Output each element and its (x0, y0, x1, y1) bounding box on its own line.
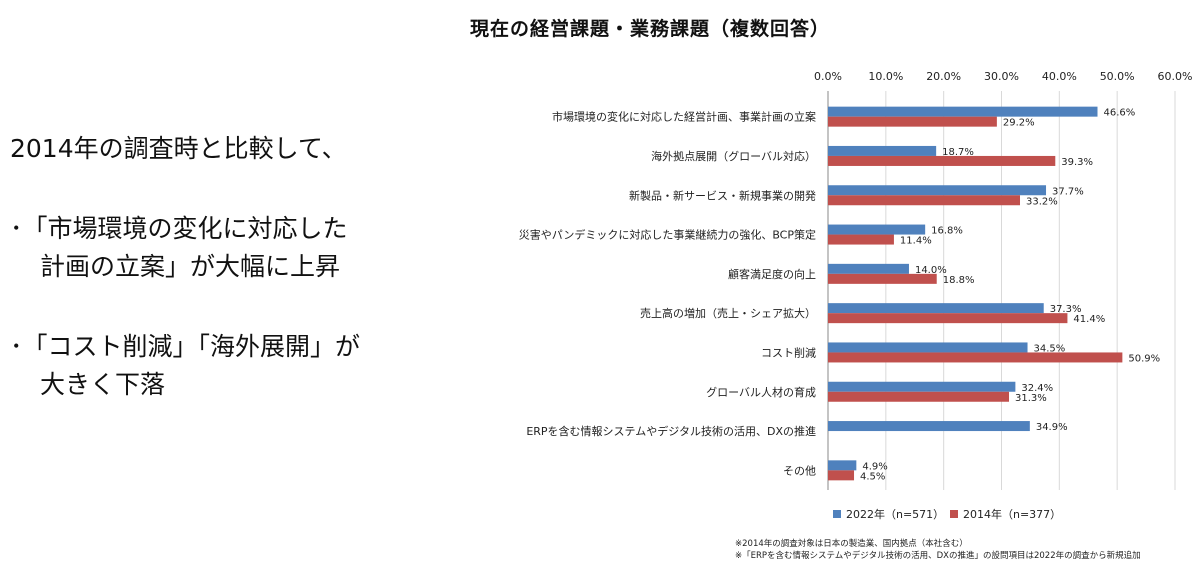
bar-2014 (828, 116, 997, 127)
bar-2014 (828, 470, 855, 481)
bar-2022 (828, 421, 1030, 432)
bar-2014 (828, 352, 1123, 363)
bar-2022 (828, 303, 1044, 314)
category-label: 海外拠点展開（グローバル対応） (651, 149, 816, 163)
legend-label-2022: 2022年（n=571） (846, 507, 944, 521)
data-label: 37.3% (1050, 304, 1082, 315)
bar-2022 (828, 224, 926, 235)
data-label: 32.4% (1021, 383, 1053, 394)
category-label: 新製品・新サービス・新規事業の開発 (629, 188, 816, 202)
category-label: コスト削減 (761, 345, 816, 359)
bars (828, 106, 1123, 481)
legend-swatch-2014 (950, 510, 958, 518)
footnote: ※2014年の調査対象は日本の製造業、国内拠点（本社含む） (735, 539, 968, 549)
footnote: ※「ERPを含む情報システムやデジタル技術の活用、DXの推進」の設問項目は202… (735, 551, 1141, 561)
bar-2014 (828, 155, 1056, 166)
bar-2014 (828, 313, 1068, 324)
data-label: 41.4% (1073, 314, 1105, 325)
category-label: 災害やパンデミックに対応した事業継続力の強化、BCP策定 (519, 228, 816, 242)
bar-2014 (828, 391, 1010, 402)
data-label: 34.5% (1034, 343, 1066, 354)
category-label: 売上高の増加（売上・シェア拡大） (640, 306, 816, 320)
data-label: 14.0% (915, 265, 947, 276)
data-label: 46.6% (1104, 108, 1136, 119)
bar-2022 (828, 342, 1028, 353)
data-label: 18.8% (943, 275, 975, 286)
category-label: 顧客満足度の向上 (728, 267, 816, 281)
bullet-text: 計画の立案」が大幅に上昇 (40, 252, 341, 281)
bullet-text: ･「コスト削減」「海外展開」が (10, 332, 361, 361)
data-label: 11.4% (900, 236, 932, 247)
bar-2022 (828, 263, 909, 274)
bar-2022 (828, 145, 937, 156)
x-tick-label: 10.0% (868, 70, 903, 83)
data-label: 50.9% (1128, 353, 1160, 364)
legend-label-2014: 2014年（n=377） (963, 507, 1061, 521)
bar-2014 (828, 273, 937, 284)
x-tick-label: 30.0% (984, 70, 1019, 83)
bar-2022 (828, 381, 1016, 392)
legend: 2022年（n=571） 2014年（n=377） (833, 507, 1061, 521)
data-label: 31.3% (1015, 393, 1047, 404)
summary-bullet-cost: ･「コスト削減」「海外展開」が 大きく下落 (10, 328, 360, 404)
category-label: 市場環境の変化に対応した経営計画、事業計画の立案 (552, 110, 816, 124)
data-label: 33.2% (1026, 196, 1058, 207)
category-label: その他 (783, 464, 816, 477)
x-tick-label: 50.0% (1100, 70, 1135, 83)
data-label: 34.9% (1036, 422, 1068, 433)
x-tick-label: 0.0% (814, 70, 842, 83)
data-label: 39.3% (1061, 157, 1093, 168)
x-axis-tick-labels: 0.0% 10.0% 20.0% 30.0% 40.0% 50.0% 60.0% (814, 70, 1192, 83)
category-label: グローバル人材の育成 (706, 385, 816, 399)
data-label: 29.2% (1003, 118, 1035, 129)
bar-2022 (828, 460, 857, 471)
data-label: 18.7% (942, 147, 974, 158)
chart-title: 現在の経営課題・業務課題（複数回答） (469, 18, 830, 40)
data-label: 37.7% (1052, 186, 1084, 197)
data-label: 16.8% (931, 226, 963, 237)
summary-line: 2014年の調査時と比較して、 (10, 134, 347, 163)
value-labels: 46.6% 29.2% 18.7% 39.3% 37.7%33.2% 16.8%11.4%… (860, 108, 1160, 483)
bar-2022 (828, 106, 1098, 117)
bullet-text: 大きく下落 (40, 370, 166, 399)
x-tick-label: 40.0% (1042, 70, 1077, 83)
bar-2014 (828, 195, 1021, 206)
x-tick-label: 60.0% (1158, 70, 1193, 83)
bar-2022 (828, 185, 1047, 196)
category-label: ERPを含む情報システムやデジタル技術の活用、DXの推進 (526, 424, 816, 438)
bullet-text: ･「市場環境の変化に対応した (10, 214, 348, 243)
x-tick-label: 20.0% (926, 70, 961, 83)
data-label: 4.5% (860, 471, 885, 482)
data-label: 4.9% (862, 461, 887, 472)
legend-swatch-2022 (833, 510, 841, 518)
bar-2014 (828, 234, 894, 245)
summary-bullet-market: ･「市場環境の変化に対応した 計画の立案」が大幅に上昇 (10, 210, 348, 286)
